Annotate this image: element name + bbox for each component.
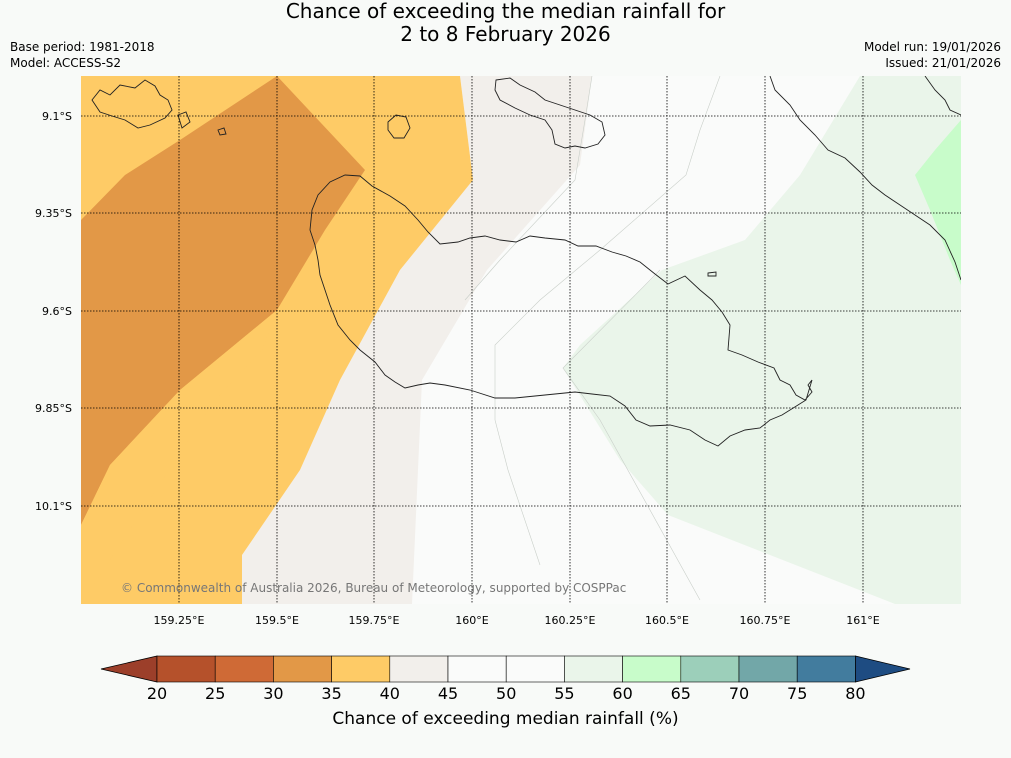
colorbar-tick: 55 [554, 684, 574, 703]
lon-label: 159.5°E [255, 614, 299, 627]
colorbar-tick: 35 [321, 684, 341, 703]
colorbar-tick: 75 [787, 684, 807, 703]
coastline-russell-islands [91, 79, 227, 136]
lat-label: 9.35°S [35, 207, 72, 220]
coastline-guadalcanal [309, 174, 813, 447]
colorbar-tick: 80 [845, 684, 865, 703]
colorbar-segment [738, 655, 798, 683]
copyright-text: © Commonwealth of Australia 2026, Bureau… [121, 581, 626, 595]
region-55-60 [563, 76, 961, 604]
colorbar-tick: 45 [438, 684, 458, 703]
lon-label: 160.5°E [645, 614, 689, 627]
region-30-35-south [81, 310, 277, 604]
title-line-1: Chance of exceeding the median rainfall … [285, 0, 726, 23]
lon-label: 159.75°E [349, 614, 400, 627]
coastline-small-island-2 [707, 271, 717, 277]
colorbar-under-arrow [100, 655, 158, 683]
colorbar-segment [796, 655, 856, 683]
colorbar-segment [680, 655, 740, 683]
coastline-malaita [769, 76, 961, 281]
base-period-text: Base period: 1981-2018 [10, 40, 155, 54]
lat-label: 10.1°S [35, 500, 72, 513]
lon-label: 160.75°E [740, 614, 791, 627]
colorbar-segment [389, 655, 449, 683]
colorbar-tick: 50 [496, 684, 516, 703]
region-30-35 [81, 76, 365, 525]
lat-label: 9.6°S [42, 305, 72, 318]
lat-label: 9.1°S [42, 110, 72, 123]
colorbar-segment [447, 655, 507, 683]
lon-label: 161°E [846, 614, 879, 627]
colorbar-tick: 20 [147, 684, 167, 703]
gridlines [81, 76, 961, 604]
colorbar-tick: 60 [612, 684, 632, 703]
colorbar-tick: 30 [263, 684, 283, 703]
contour-line [464, 76, 593, 301]
metadata-left: Base period: 1981-2018 Model: ACCESS-S2 [10, 39, 155, 71]
colorbar-segment [505, 655, 565, 683]
colorbar-tick: 70 [729, 684, 749, 703]
colorbar-segment [214, 655, 274, 683]
lon-label: 160.25°E [545, 614, 596, 627]
latitude-labels: 9.1°S 9.35°S 9.6°S 9.85°S 10.1°S [35, 110, 72, 513]
coastline-florida-islands [494, 77, 606, 149]
colorbar-segment [622, 655, 682, 683]
longitude-labels: 159.25°E 159.5°E 159.75°E 160°E 160.25°E 160.… [154, 614, 880, 627]
region-60-65 [915, 120, 961, 285]
contour-line [562, 269, 701, 601]
colorbar-segment [273, 655, 332, 683]
coastline-malaita-north [924, 76, 961, 116]
issued-text: Issued: 21/01/2026 [885, 56, 1001, 70]
colorbar-segment [331, 655, 391, 683]
colorbar [100, 655, 911, 683]
model-run-text: Model run: 19/01/2026 [863, 40, 1001, 54]
lon-label: 159.25°E [154, 614, 205, 627]
colorbar-tick: 40 [380, 684, 400, 703]
map-area [81, 76, 961, 604]
region-40-45 [242, 76, 592, 604]
colorbar-segment [156, 655, 216, 683]
lon-label: 160°E [455, 614, 488, 627]
lat-label: 9.85°S [35, 402, 72, 415]
colorbar-segment [564, 655, 623, 683]
colorbar-tick: 25 [205, 684, 225, 703]
title-line-2: 2 to 8 February 2026 [400, 22, 611, 46]
contour-line [494, 76, 721, 566]
metadata-right: Model run: 19/01/2026 Issued: 21/01/2026 [864, 39, 1001, 71]
colorbar-tick-labels: 20 25 30 35 40 45 50 55 60 65 70 75 80 [147, 684, 866, 703]
model-text: Model: ACCESS-S2 [10, 56, 122, 70]
chart-title: Chance of exceeding the median rainfall … [0, 0, 1011, 46]
colorbar-over-arrow [855, 655, 911, 683]
coastline-small-island [387, 114, 411, 139]
colorbar-tick: 65 [671, 684, 691, 703]
colorbar-label: Chance of exceeding median rainfall (%) [332, 709, 679, 729]
